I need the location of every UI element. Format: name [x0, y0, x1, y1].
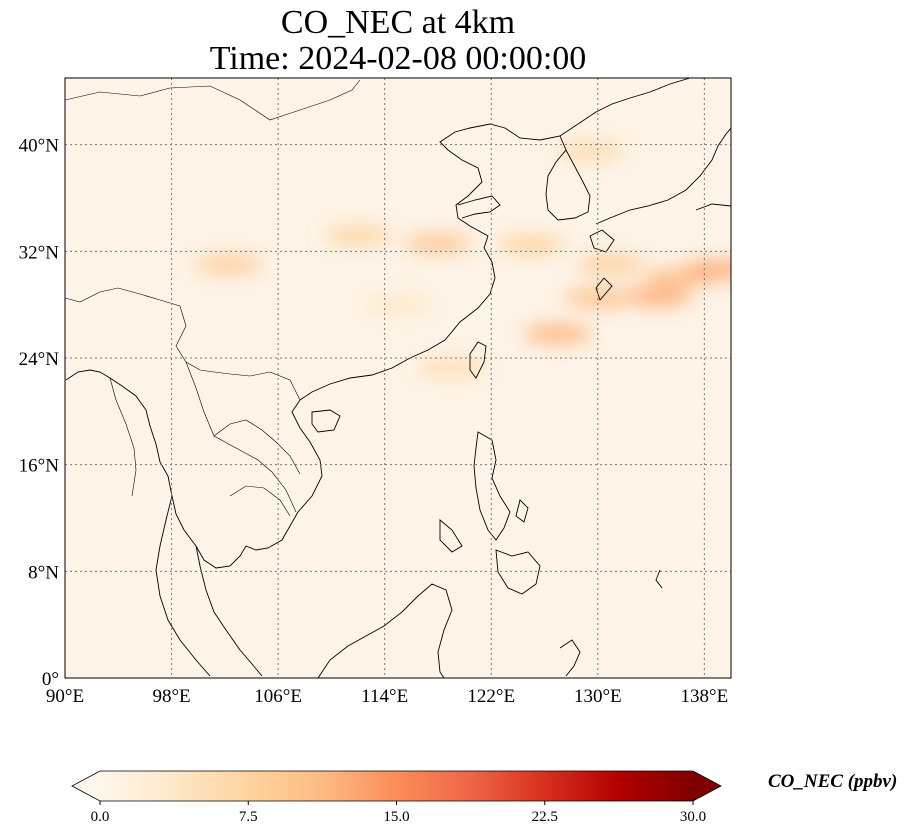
latitude-tick-label: 24°N [19, 349, 60, 370]
colorbar-label: CO_NEC (ppbv) [768, 771, 898, 792]
longitude-ticks: 90°E 98°E 106°E 114°E 122°E 130°E 138°E [46, 686, 728, 707]
latitude-ticks: 0° 8°N 16°N 24°N 32°N 40°N [19, 136, 60, 690]
co-plume-7 [557, 141, 626, 162]
map-background [65, 78, 731, 678]
longitude-tick-label: 122°E [467, 686, 515, 707]
co-plume-6 [683, 260, 731, 280]
colorbar-max-extend [693, 771, 721, 801]
colorbar-tick-label: 30.0 [680, 809, 706, 825]
co-plume-3 [497, 234, 566, 255]
chart-time-subtitle: Time: 2024-02-08 00:00:00 [209, 40, 587, 77]
latitude-tick-label: 0° [42, 669, 59, 690]
colorbar-gradient [100, 771, 693, 801]
colorbar-tick-label: 15.0 [383, 809, 409, 825]
co-plume-2 [403, 233, 472, 254]
co-plume-1 [324, 225, 393, 246]
latitude-tick-label: 8°N [28, 562, 59, 583]
longitude-tick-label: 90°E [46, 686, 84, 707]
co-plume-0 [194, 254, 263, 275]
latitude-tick-label: 40°N [19, 136, 60, 157]
colorbar-ticks: 0.0 7.5 15.0 22.5 30.0 [91, 801, 706, 825]
country-borders [65, 79, 361, 517]
gridlines [65, 78, 731, 678]
coastlines [65, 78, 731, 678]
co-plume-8 [523, 324, 592, 344]
colorbar: 0.0 7.5 15.0 22.5 30.0 [71, 770, 722, 825]
longitude-tick-label: 98°E [152, 686, 190, 707]
co-plume-11 [417, 357, 486, 378]
latitude-tick-label: 32°N [19, 242, 60, 263]
latitude-tick-label: 16°N [19, 456, 60, 477]
longitude-tick-label: 130°E [574, 686, 622, 707]
longitude-tick-label: 138°E [681, 686, 729, 707]
colorbar-tick-label: 22.5 [532, 809, 558, 825]
chart-title: CO_NEC at 4km [280, 4, 516, 41]
longitude-tick-label: 114°E [361, 686, 408, 707]
colorbar-min-extend [72, 771, 100, 801]
co-plume-12 [364, 294, 432, 315]
longitude-tick-label: 106°E [254, 686, 302, 707]
concentration-field [194, 141, 731, 378]
co-plume-4 [577, 254, 646, 275]
colorbar-tick-label: 7.5 [239, 809, 258, 825]
colorbar-tick-label: 0.0 [91, 809, 110, 825]
map-frame [64, 77, 732, 679]
co-plume-10 [623, 286, 692, 307]
